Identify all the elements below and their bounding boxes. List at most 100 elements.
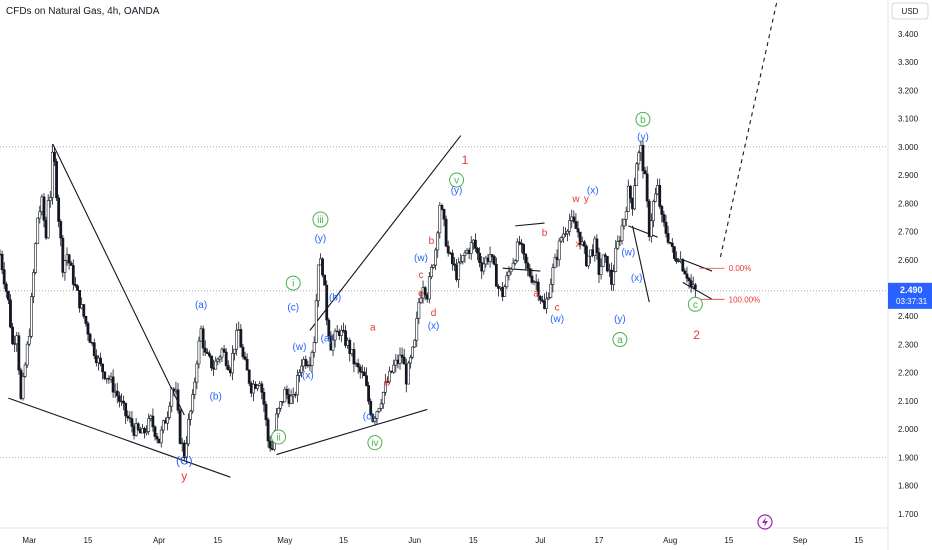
candle-body xyxy=(450,252,454,265)
candle-body xyxy=(130,418,134,427)
bar-countdown: 03:37:31 xyxy=(896,297,928,306)
candle-body xyxy=(572,216,576,222)
candle-body xyxy=(388,370,391,383)
candle-body xyxy=(115,390,119,397)
projection xyxy=(719,0,778,258)
wave-label: (y) xyxy=(315,233,327,244)
candle-body xyxy=(312,342,316,353)
wave-label: a xyxy=(370,322,376,333)
wave-label: i xyxy=(292,279,294,290)
candle-body xyxy=(76,285,79,291)
candle-body xyxy=(551,267,555,285)
candle-body xyxy=(235,330,239,350)
price-tick: 3.300 xyxy=(898,58,919,67)
candle-body xyxy=(178,409,182,444)
time-tick: 15 xyxy=(84,536,93,545)
candle-body xyxy=(524,253,528,264)
abc-2 xyxy=(515,222,545,227)
candle-layer xyxy=(0,140,697,463)
candle-body xyxy=(442,209,446,220)
candle-body xyxy=(11,326,14,344)
candle-body xyxy=(649,220,653,237)
candle-body xyxy=(595,238,599,253)
candle-body xyxy=(216,358,220,362)
candle-body xyxy=(492,256,496,265)
candle-body xyxy=(654,193,657,202)
wave-label: b xyxy=(429,236,435,247)
candle-body xyxy=(494,264,498,287)
wave-label: iv xyxy=(371,438,378,449)
wave-label: (w) xyxy=(621,248,635,259)
time-tick: 15 xyxy=(724,536,733,545)
tri-2 xyxy=(631,225,650,303)
candle-body xyxy=(222,348,226,353)
candle-body xyxy=(289,395,293,404)
price-axis: USD 3.400 3.300 3.200 3.100 3.000 2.900 2.800 2.… xyxy=(887,0,932,550)
candle-body xyxy=(666,233,670,243)
wave-label: b xyxy=(640,115,646,126)
wave-label: c xyxy=(418,270,423,281)
candle-body xyxy=(381,392,385,405)
candle-body xyxy=(530,275,534,283)
price-tick: 2.600 xyxy=(898,256,919,265)
candle-body xyxy=(321,258,324,276)
candle-body xyxy=(482,263,486,272)
time-tick: Jul xyxy=(535,536,545,545)
wave-label: (x) xyxy=(631,273,643,284)
candle-body xyxy=(446,245,450,254)
candle-body xyxy=(9,299,12,328)
candle-body xyxy=(231,353,234,374)
candle-body xyxy=(59,221,63,239)
currency-label: USD xyxy=(902,7,919,16)
candle-body xyxy=(520,242,523,245)
wave-circle xyxy=(687,296,703,312)
candle-body xyxy=(574,221,578,229)
candle-body xyxy=(379,403,383,409)
candle-body xyxy=(677,260,680,263)
candle-body xyxy=(605,256,609,272)
candle-body xyxy=(461,255,465,262)
price-tick: 2.400 xyxy=(898,312,919,321)
wave-label: (b) xyxy=(329,293,341,304)
candle-body xyxy=(409,357,412,364)
candle-body xyxy=(34,243,38,273)
wave-label: (w) xyxy=(293,342,307,353)
time-axis: Mar 15 Apr 15 May 15 Jun 15 Jul 17 Aug 15 Sep 15 xyxy=(0,514,888,545)
wave-circle xyxy=(271,429,287,445)
candle-body xyxy=(614,247,618,272)
wave-label: b xyxy=(385,377,391,388)
candle-body xyxy=(597,252,601,275)
time-tick: Sep xyxy=(793,536,808,545)
candle-body xyxy=(541,299,544,302)
time-tick: 17 xyxy=(595,536,604,545)
candle-body xyxy=(268,440,272,449)
wave-label: (x) xyxy=(587,185,599,196)
candle-body xyxy=(208,353,211,357)
candle-body xyxy=(373,418,377,422)
candle-body xyxy=(411,346,414,358)
candle-body xyxy=(515,241,519,262)
candle-body xyxy=(681,259,685,272)
candle-body xyxy=(444,218,448,247)
candle-body xyxy=(386,381,389,383)
candle-body xyxy=(25,343,29,366)
candle-body xyxy=(247,369,251,384)
wave-label: iii xyxy=(317,215,324,226)
fib-label: 0.00% xyxy=(729,264,752,273)
candle-body xyxy=(67,254,71,264)
candle-body xyxy=(73,284,77,287)
candle-body xyxy=(168,405,172,418)
candle-body xyxy=(189,410,192,420)
candle-body xyxy=(46,200,50,239)
candle-body xyxy=(38,211,42,219)
candle-body xyxy=(279,401,283,409)
lightning-icon-bolt xyxy=(762,517,768,527)
candle-body xyxy=(626,185,630,212)
candle-body xyxy=(348,339,352,354)
candle-body xyxy=(601,254,605,267)
candle-body xyxy=(509,268,513,273)
candle-body xyxy=(304,359,308,367)
candle-body xyxy=(124,402,128,417)
